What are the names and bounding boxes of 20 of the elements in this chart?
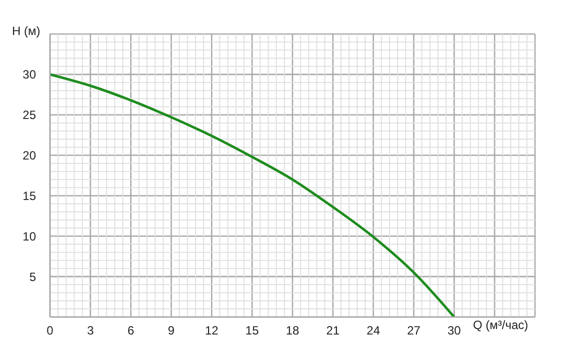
y-axis-title: H (м) xyxy=(12,24,40,38)
x-tick-label: 18 xyxy=(286,324,300,338)
x-tick-label: 30 xyxy=(447,324,462,338)
y-tick-label: 15 xyxy=(22,188,36,203)
x-tick-label: 24 xyxy=(366,324,380,338)
x-tick-label: 0 xyxy=(46,324,54,338)
x-tick-label: 15 xyxy=(245,324,260,338)
x-tick-label: 27 xyxy=(407,324,421,338)
x-tick-label: 6 xyxy=(127,324,134,338)
x-axis-title: Q (м³/час) xyxy=(473,318,528,332)
y-tick-label: 30 xyxy=(22,68,36,82)
x-tick-label: 21 xyxy=(326,324,340,338)
y-tick-label: 20 xyxy=(22,148,36,163)
x-tick-label: 9 xyxy=(168,324,175,338)
y-tick-label: 25 xyxy=(22,108,36,122)
x-tick-label: 3 xyxy=(87,324,94,338)
y-tick-label: 10 xyxy=(22,229,36,244)
line-series xyxy=(50,73,456,317)
y-tick-label: 5 xyxy=(29,270,36,284)
x-tick-label: 12 xyxy=(204,324,219,338)
